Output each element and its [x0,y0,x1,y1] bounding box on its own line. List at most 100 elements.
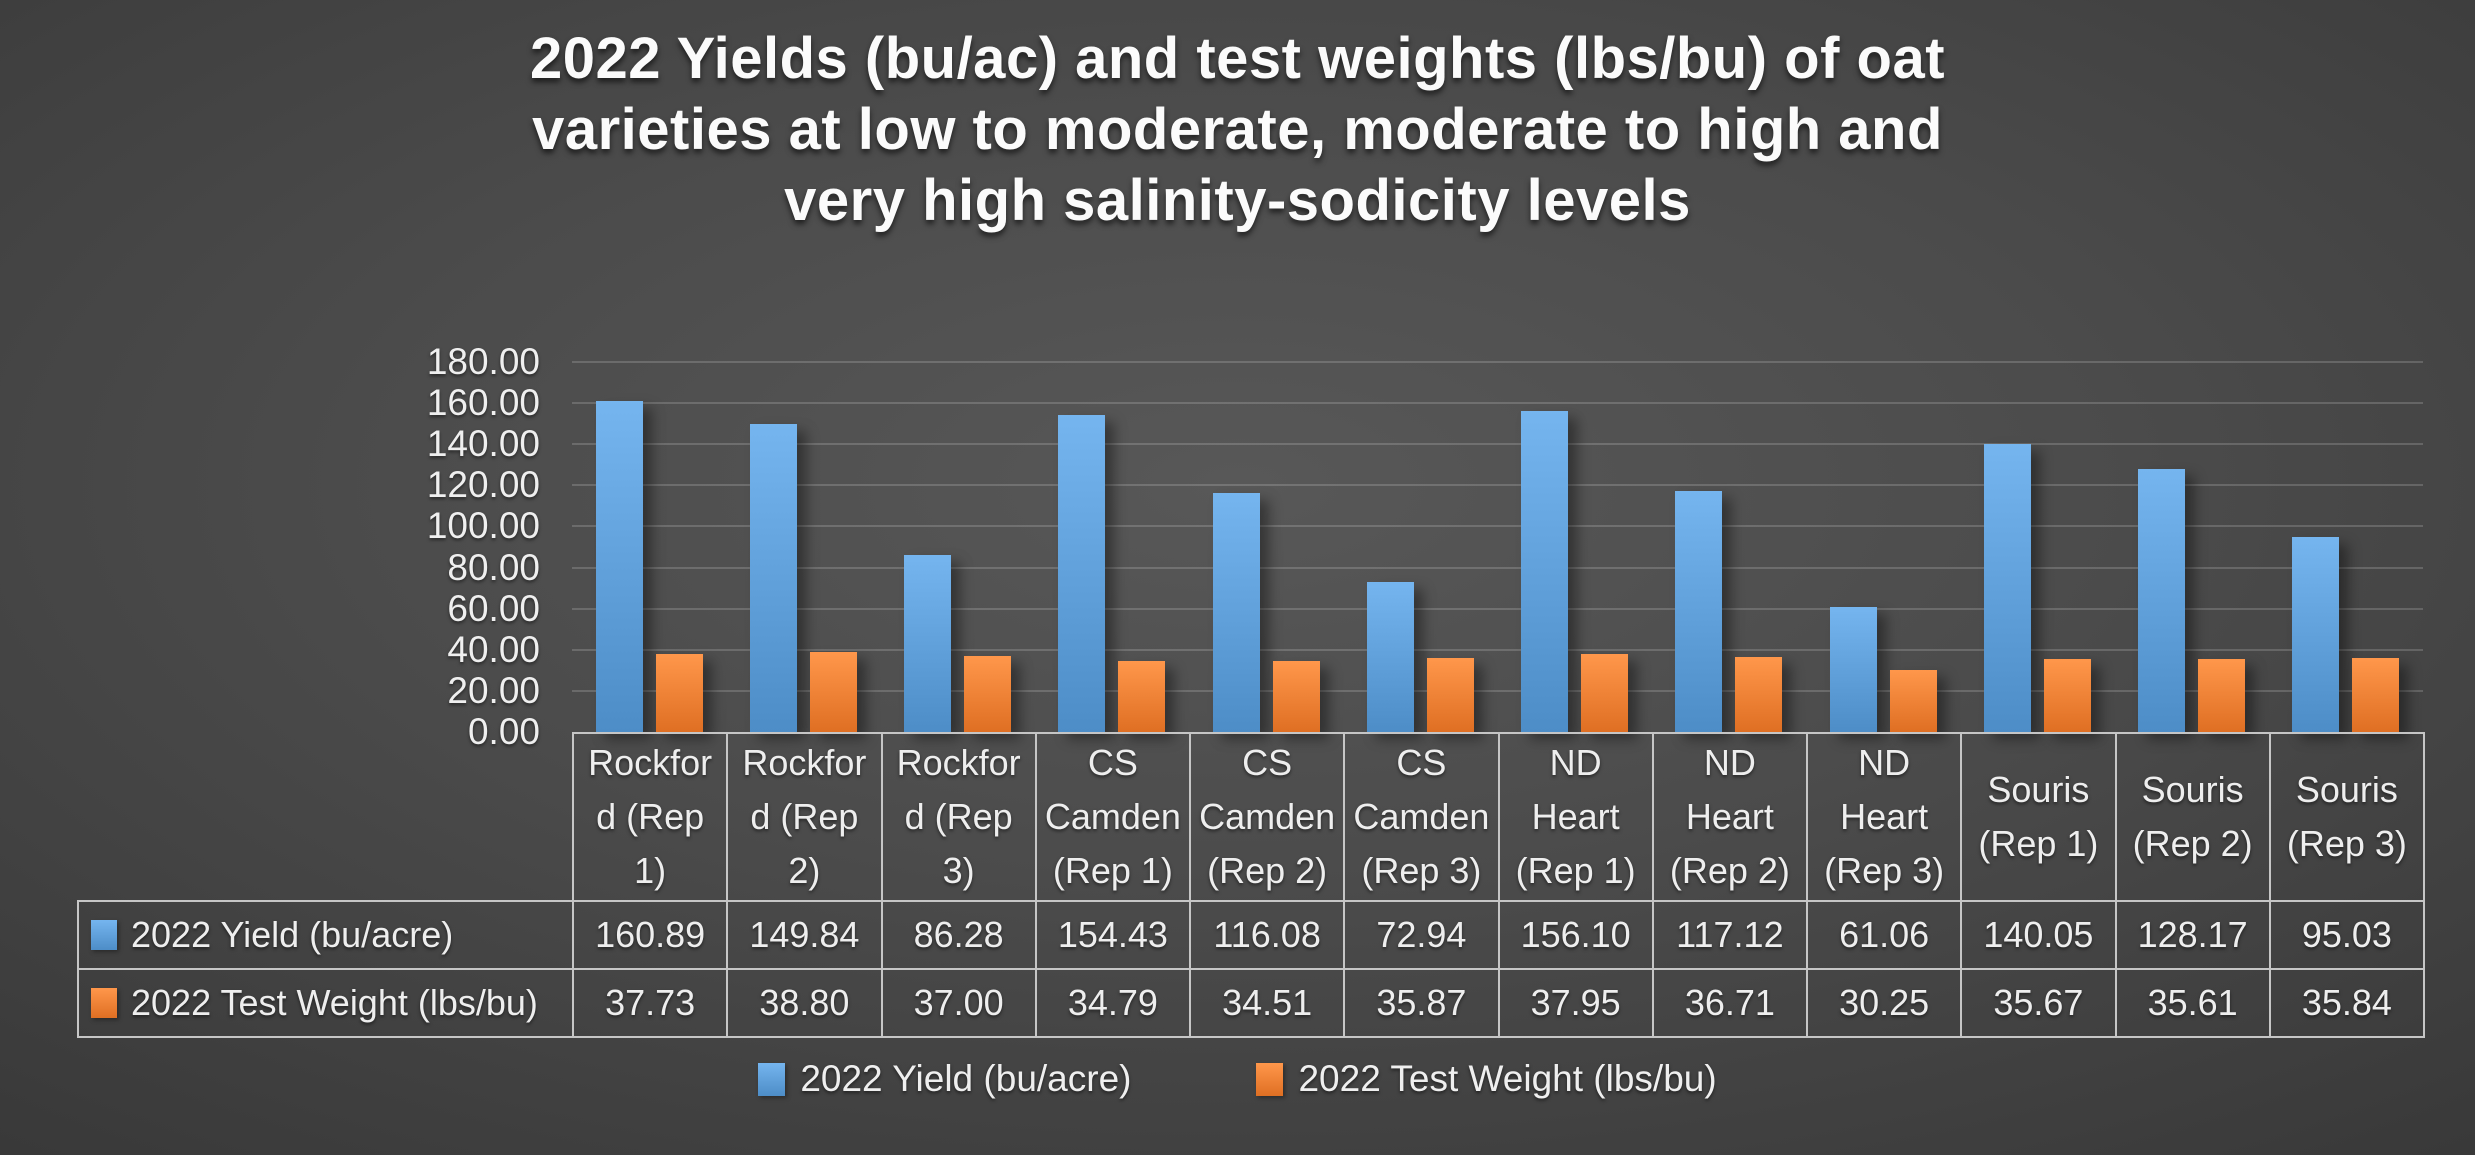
bar-series-container [572,362,2423,732]
yield-legend-swatch-icon [758,1062,786,1096]
bar-group [881,362,1035,732]
yield-value-cell: 156.10 [1497,900,1654,970]
yield-bar [904,554,952,732]
gridline [572,361,2423,363]
y-axis-tick-label: 40.00 [447,628,540,670]
y-axis-tick-label: 20.00 [447,669,540,711]
series-name: 2022 Test Weight (lbs/bu) [131,982,538,1023]
yield-bar [1212,493,1260,732]
y-axis-tick-label: 180.00 [426,341,540,382]
legend-item-test-weight: 2022 Test Weight (lbs/bu) [1256,1058,1717,1100]
y-axis-tick-label: 0.00 [467,711,540,752]
y-axis-tick-label: 80.00 [447,546,540,588]
gridline [572,484,2423,487]
gridline [572,443,2423,446]
category-header-cell: Rockford (Rep 1) [571,732,729,902]
test-weight-value-cell: 35.67 [1960,968,2117,1038]
test-weight-bar [809,652,857,732]
test-weight-bar [964,655,1012,732]
category-header-cell: Rockford (Rep 2) [726,732,883,902]
test-weight-bar [1272,661,1320,732]
test-weight-value-cell: 38.80 [726,968,883,1038]
bar-group [2115,362,2269,732]
legend: 2022 Yield (bu/acre) 2022 Test Weight (lb… [0,1058,2475,1100]
yield-value-cell: 95.03 [2268,900,2426,970]
category-header-cell: CS Camden (Rep 1) [1034,732,1192,902]
chart-title: 2022 Yields (bu/ac) and test weights (lb… [0,24,2475,236]
test-weight-value-cell: 30.25 [1805,968,1963,1038]
yield-value-cell: 160.89 [571,900,729,970]
table-row: 2022 Test Weight (lbs/bu) 37.73 38.80 37.00… [77,968,2426,1038]
chart-title-line-3: very high salinity-sodicity levels [784,167,1691,233]
bar-group [1035,362,1189,732]
yield-series-label-cell: 2022 Yield (bu/acre) [77,900,574,970]
category-header-cell: CS Camden (Rep 2) [1188,732,1346,902]
yield-value-cell: 116.08 [1188,900,1346,970]
yield-bar [2292,536,2340,732]
yield-bar [595,401,643,732]
yield-value-cell: 149.84 [726,900,883,970]
gridline [572,402,2423,405]
yield-value-cell: 117.12 [1651,900,1809,970]
gridline [572,566,2423,569]
gridline [572,607,2423,610]
table-corner-cell [78,733,573,901]
test-weight-bar [655,654,703,732]
yield-bar [1366,582,1414,732]
yield-value-cell: 86.28 [880,900,1037,970]
category-header-cell: Souris (Rep 2) [2114,732,2271,902]
category-header-cell: Souris (Rep 1) [1960,732,2117,902]
plot-area [572,361,2423,732]
bar-group [1960,362,2114,732]
legend-label: 2022 Test Weight (lbs/bu) [1298,1058,1717,1099]
test-weight-bar [2352,658,2400,732]
test-weight-value-cell: 35.87 [1343,968,1500,1038]
bar-group [1343,362,1497,732]
yield-bar [1983,444,2031,732]
test-weight-bar [1426,658,1474,732]
test-weight-bar [1889,669,1937,732]
test-weight-bar [2198,658,2246,732]
test-weight-value-cell: 37.00 [880,968,1037,1038]
test-weight-bar [1581,654,1629,732]
test-weight-series-label-cell: 2022 Test Weight (lbs/bu) [77,968,574,1038]
bar-group [726,362,880,732]
y-axis-tick-label: 120.00 [426,464,540,506]
bar-group [1498,362,1652,732]
table-row: 2022 Yield (bu/acre) 160.89 149.84 86.28 154… [77,900,2426,970]
bar-group [1652,362,1806,732]
y-axis-tick-label: 140.00 [426,423,540,465]
y-axis-tick-label: 60.00 [447,587,540,629]
test-weight-legend-swatch-icon [1256,1062,1284,1096]
yield-value-cell: 140.05 [1960,900,2117,970]
category-header-cell: ND Heart (Rep 3) [1805,732,1963,902]
legend-item-yield: 2022 Yield (bu/acre) [758,1058,1131,1100]
yield-value-cell: 72.94 [1343,900,1500,970]
test-weight-value-cell: 35.61 [2114,968,2271,1038]
yield-value-cell: 128.17 [2114,900,2271,970]
bar-group [2269,362,2423,732]
yield-series-key-icon [91,920,117,950]
test-weight-series-key-icon [91,988,117,1018]
gridline [572,525,2423,528]
test-weight-bar [2043,658,2091,732]
test-weight-value-cell: 35.84 [2268,968,2426,1038]
test-weight-value-cell: 34.79 [1034,968,1192,1038]
y-axis-tick-label: 160.00 [426,382,540,424]
data-table: Rockford (Rep 1) Rockford (Rep 2) Rockford… [77,732,2426,1038]
test-weight-bar [1118,660,1166,732]
yield-bar [1829,606,1877,732]
y-axis: 180.00 160.00 140.00 120.00 100.00 80.00 60.00… [300,341,540,752]
yield-bar [1675,491,1723,732]
table-header-row: Rockford (Rep 1) Rockford (Rep 2) Rockford… [78,732,2426,902]
bar-group [572,362,726,732]
yield-value-cell: 61.06 [1805,900,1963,970]
test-weight-value-cell: 36.71 [1651,968,1809,1038]
y-axis-tick-label: 100.00 [426,505,540,547]
yield-bar [1058,414,1106,732]
chart-title-line-1: 2022 Yields (bu/ac) and test weights (lb… [529,26,1946,91]
bar-group [1189,362,1343,732]
test-weight-value-cell: 37.95 [1497,968,1654,1038]
category-header-cell: Rockford (Rep 3) [880,732,1037,902]
